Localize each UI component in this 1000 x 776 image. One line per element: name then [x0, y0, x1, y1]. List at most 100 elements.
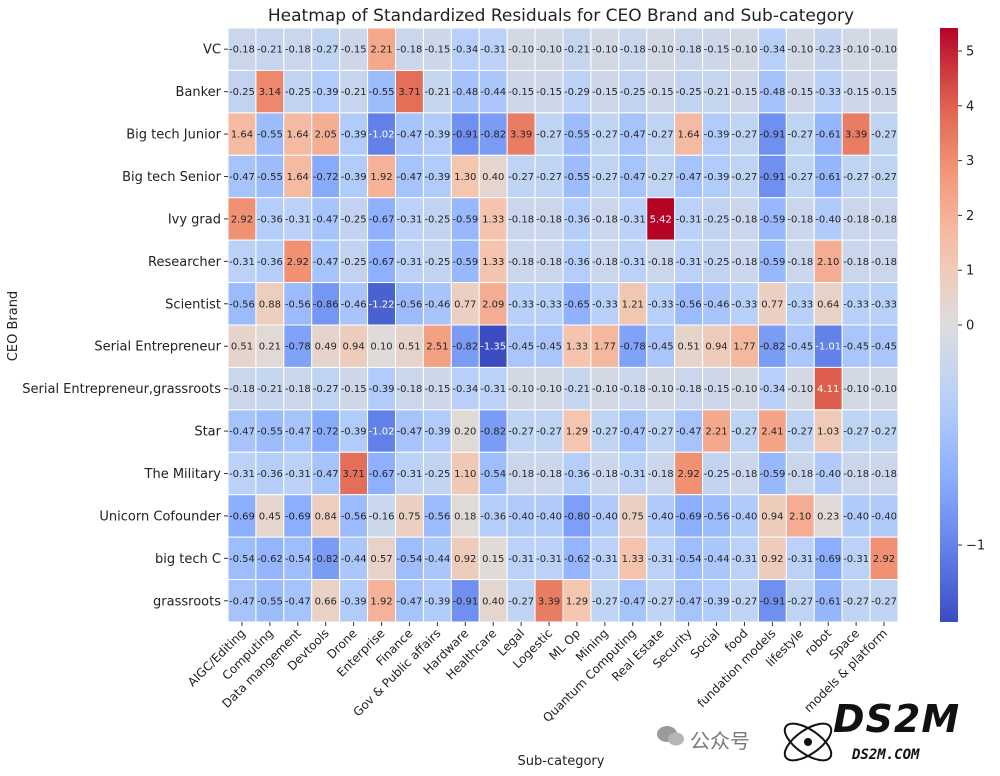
cell-value-label: -0.56 [229, 299, 255, 310]
cell-value-label: -0.31 [285, 214, 311, 225]
heatmap-cell [283, 239, 313, 284]
cell-value-label: -0.18 [843, 257, 869, 268]
heatmap-cell [646, 154, 676, 199]
heatmap-cell [506, 409, 536, 453]
cell-value-label: -0.25 [676, 87, 702, 98]
heatmap-cell [841, 451, 871, 496]
cell-value-label: -0.15 [536, 87, 562, 98]
heatmap-cell [841, 197, 871, 241]
heatmap-cell [227, 239, 257, 284]
watermark-cn-text: 公众号 [690, 729, 750, 753]
cell-value-label: 1.92 [370, 596, 392, 607]
heatmap-cell [674, 451, 704, 496]
cell-value-label: -0.33 [815, 87, 841, 98]
cell-value-label: -0.61 [815, 172, 841, 183]
cell-value-label: -0.55 [564, 172, 590, 183]
cell-value-label: -0.25 [620, 87, 646, 98]
cell-value-label: -0.18 [508, 214, 534, 225]
cell-value-label: 2.92 [287, 257, 309, 268]
cell-value-label: -0.31 [787, 554, 813, 565]
cell-value-label: 1.77 [594, 342, 616, 353]
cell-value-label: -0.39 [424, 427, 450, 438]
cell-value-label: -0.23 [815, 45, 841, 56]
cell-value-label: -0.10 [843, 384, 869, 395]
cell-value-label: 0.94 [705, 342, 727, 353]
heatmap-cell [869, 536, 899, 581]
cell-value-label: -0.27 [592, 427, 618, 438]
cell-value-label: -0.33 [592, 299, 618, 310]
cell-value-label: -0.36 [564, 469, 590, 480]
heatmap-cell [702, 366, 731, 411]
cell-value-label: -0.59 [452, 214, 478, 225]
heatmap-cell [702, 494, 731, 538]
cell-value-label: -0.59 [452, 257, 478, 268]
heatmap-cell [227, 409, 257, 453]
cell-value-label: -0.10 [592, 45, 618, 56]
cell-value-label: -0.56 [424, 511, 450, 522]
row-label: big tech C [155, 552, 221, 567]
cell-value-label: 1.29 [566, 427, 588, 438]
cell-value-label: -0.40 [508, 511, 534, 522]
cell-value-label: -0.47 [229, 596, 255, 607]
row-label: Big tech Junior [126, 128, 221, 143]
heatmap-cell [339, 366, 369, 411]
heatmap-cell [422, 324, 452, 368]
cell-value-label: 1.10 [454, 469, 476, 480]
heatmap-cell [422, 239, 452, 284]
heatmap-cell [478, 27, 508, 71]
heatmap-cell [450, 451, 480, 496]
cell-value-label: -0.31 [676, 214, 702, 225]
cell-value-label: -0.86 [313, 299, 339, 310]
cell-value-label: 0.92 [454, 554, 476, 565]
cell-value-label: -0.55 [257, 172, 283, 183]
cell-value-label: -0.27 [508, 172, 534, 183]
cell-value-label: -0.21 [564, 45, 590, 56]
cell-value-label: 1.64 [287, 172, 309, 183]
row-label: Serial Entrepreneur [94, 340, 221, 355]
heatmap-cell [757, 112, 787, 156]
cell-value-label: -0.44 [424, 554, 450, 565]
cell-value-label: -0.47 [313, 214, 339, 225]
heatmap-cell [674, 154, 704, 199]
heatmap-cell [422, 536, 452, 581]
heatmap-cell [590, 366, 620, 411]
cell-value-label: -0.25 [341, 257, 367, 268]
heatmap-cell [422, 112, 452, 156]
cell-value-label: -0.15 [704, 384, 730, 395]
heatmap-cell [674, 282, 704, 326]
cell-value-label: -0.54 [480, 469, 506, 480]
heatmap-cell [339, 69, 369, 114]
cell-value-label: -0.21 [424, 87, 450, 98]
heatmap-cell [562, 112, 592, 156]
cell-value-label: 0.94 [342, 342, 364, 353]
cell-value-label: -0.34 [759, 384, 785, 395]
cell-value-label: -0.78 [285, 342, 311, 353]
cell-value-label: -0.80 [564, 511, 590, 522]
heatmap-cell [367, 579, 397, 623]
heatmap-cell [506, 451, 536, 496]
heatmap-cell [395, 451, 424, 496]
heatmap-cell [255, 154, 285, 199]
row-label: Serial Entrepreneur,grassroots [22, 382, 221, 397]
heatmap-cell [841, 324, 871, 368]
heatmap-cell [869, 366, 899, 411]
cell-value-label: -0.82 [480, 130, 506, 141]
cell-value-label: -0.36 [564, 257, 590, 268]
heatmap-cell [730, 366, 759, 411]
cell-value-label: 3.14 [259, 87, 281, 98]
heatmap-cell [757, 366, 787, 411]
cell-value-label: -0.27 [732, 596, 758, 607]
cell-value-label: 3.39 [510, 130, 532, 141]
cell-value-label: -0.18 [592, 214, 618, 225]
cell-value-label: -0.45 [843, 342, 869, 353]
cell-value-label: -0.18 [787, 257, 813, 268]
cell-value-label: 0.45 [259, 511, 281, 522]
cell-value-label: -0.18 [592, 257, 618, 268]
cell-value-label: 2.92 [231, 214, 253, 225]
cell-value-label: -0.33 [508, 299, 534, 310]
heatmap-cell [702, 69, 731, 114]
heatmap-cell [339, 112, 369, 156]
row-label: Ivy grad [168, 212, 221, 227]
cell-value-label: -0.10 [732, 384, 758, 395]
cell-value-label: -0.25 [285, 87, 311, 98]
